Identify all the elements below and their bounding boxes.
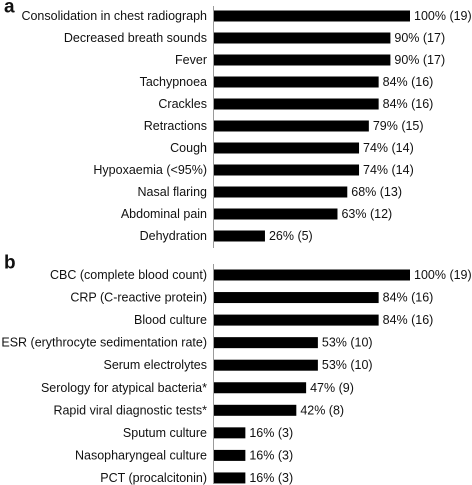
category-label: ESR (erythrocyte sedimentation rate) xyxy=(1,336,207,350)
category-label: Nasopharyngeal culture xyxy=(75,448,207,462)
data-label: 74% (14) xyxy=(363,163,414,177)
bar xyxy=(214,292,379,304)
category-label: Tachypnoea xyxy=(140,75,207,89)
data-label: 90% (17) xyxy=(394,31,445,45)
category-label: PCT (procalcitonin) xyxy=(100,471,207,485)
data-label: 84% (16) xyxy=(383,75,434,89)
bar xyxy=(214,230,265,242)
bar xyxy=(214,142,360,154)
category-label: Rapid viral diagnostic tests* xyxy=(53,403,207,417)
bar xyxy=(214,472,246,484)
category-label: Serum electrolytes xyxy=(103,358,207,372)
category-label: Fever xyxy=(175,53,207,67)
data-label: 68% (13) xyxy=(351,185,402,199)
bar xyxy=(214,10,410,22)
bar xyxy=(214,382,307,394)
bar xyxy=(214,269,410,281)
bar xyxy=(214,54,391,66)
bar xyxy=(214,208,338,220)
panel-label-b: b xyxy=(4,253,16,274)
category-label: Crackles xyxy=(158,97,207,111)
data-label: 16% (3) xyxy=(249,426,293,440)
data-label: 16% (3) xyxy=(249,471,293,485)
bar xyxy=(214,337,318,349)
category-label: Cough xyxy=(170,141,207,155)
bar xyxy=(214,98,379,110)
category-label: Sputum culture xyxy=(123,426,207,440)
bar xyxy=(214,449,246,461)
category-label: CBC (complete blood count) xyxy=(50,268,207,282)
bar xyxy=(214,359,318,371)
data-label: 47% (9) xyxy=(310,381,354,395)
bar xyxy=(214,404,297,416)
data-label: 16% (3) xyxy=(249,448,293,462)
bar xyxy=(214,427,246,439)
data-label: 79% (15) xyxy=(373,119,424,133)
category-label: CRP (C-reactive protein) xyxy=(70,291,207,305)
bar xyxy=(214,314,379,326)
data-label: 100% (19) xyxy=(414,268,472,282)
category-label: Decreased breath sounds xyxy=(64,31,207,45)
data-label: 74% (14) xyxy=(363,141,414,155)
panel-label-a: a xyxy=(4,0,15,18)
data-label: 100% (19) xyxy=(414,9,472,23)
bar xyxy=(214,164,360,176)
category-label: Retractions xyxy=(144,119,207,133)
data-label: 53% (10) xyxy=(322,358,373,372)
category-label: Nasal flaring xyxy=(138,185,208,199)
bar xyxy=(214,32,391,44)
category-label: Consolidation in chest radiograph xyxy=(21,9,207,23)
data-label: 90% (17) xyxy=(394,53,445,67)
data-label: 26% (5) xyxy=(269,229,313,243)
bar xyxy=(214,76,379,88)
category-label: Hypoxaemia (<95%) xyxy=(93,163,207,177)
category-label: Blood culture xyxy=(134,313,207,327)
data-label: 84% (16) xyxy=(383,313,434,327)
data-label: 63% (12) xyxy=(341,207,392,221)
data-label: 84% (16) xyxy=(383,97,434,111)
data-label: 53% (10) xyxy=(322,336,373,350)
data-label: 84% (16) xyxy=(383,291,434,305)
chart-panel-a: a Consolidation in chest radiograph 100% (… xyxy=(4,0,472,248)
chart-panel-b: b CBC (complete blood count) 100% (19) CRP … xyxy=(1,253,471,485)
category-label: Abdominal pain xyxy=(121,207,207,221)
bar xyxy=(214,186,348,198)
category-label: Serology for atypical bacteria* xyxy=(41,381,207,395)
category-label: Dehydration xyxy=(140,229,207,243)
bar xyxy=(214,120,369,132)
data-label: 42% (8) xyxy=(300,403,344,417)
